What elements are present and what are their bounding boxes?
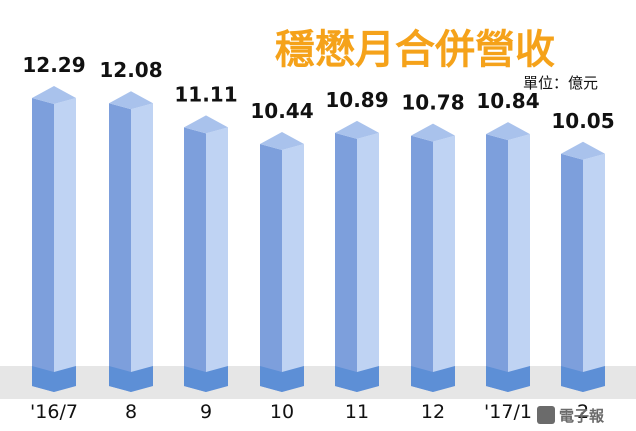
bar-side-face: [357, 132, 379, 392]
bar-top-cap: [561, 141, 605, 160]
value-label: 10.78: [401, 91, 464, 115]
value-label: 10.05: [551, 109, 614, 133]
value-label: 10.44: [250, 99, 313, 123]
bar-front-face: [260, 144, 282, 392]
bar: [260, 132, 304, 392]
bar: [561, 141, 605, 392]
bar-top-cap: [486, 122, 530, 141]
bar-front-face: [561, 153, 583, 392]
bar-base: [411, 366, 455, 392]
bar-side-face: [206, 127, 228, 393]
value-label: 11.11: [174, 82, 237, 106]
x-tick-label: 11: [345, 401, 369, 423]
bar-top-cap: [32, 86, 76, 104]
bar-base: [32, 366, 76, 392]
value-label: 10.89: [325, 88, 388, 112]
watermark-text: 電子報: [559, 407, 605, 425]
bar-top-cap: [335, 120, 379, 139]
bar-front-face: [486, 134, 508, 392]
bar-front-face: [411, 135, 433, 392]
bar-top-cap: [109, 91, 153, 110]
value-label: 12.08: [99, 58, 162, 82]
bar-side-face: [583, 153, 605, 392]
bar-top-cap: [411, 123, 455, 142]
bar: [411, 123, 455, 392]
bar: [335, 120, 379, 392]
value-label: 10.84: [476, 89, 539, 113]
bar-side-face: [508, 134, 530, 392]
bar-front-face: [184, 127, 206, 393]
bar-side-face: [433, 135, 455, 392]
x-tick-label: '16/7: [30, 401, 78, 423]
bar-base: [184, 366, 228, 392]
bars-group: [32, 86, 605, 393]
bar-side-face: [54, 98, 76, 392]
bar-base: [335, 366, 379, 392]
bar: [184, 115, 228, 393]
bar-front-face: [109, 103, 131, 392]
bar-base: [260, 366, 304, 392]
watermark: 電子報: [537, 406, 605, 425]
bar-top-cap: [184, 115, 228, 134]
x-tick-label: 10: [270, 401, 294, 423]
bar: [109, 91, 153, 392]
bar-side-face: [282, 144, 304, 392]
bar-base: [486, 366, 530, 392]
chart-base-band: [0, 366, 636, 399]
x-tick-label: 8: [125, 401, 137, 423]
unit-label: 單位：億元: [523, 74, 598, 92]
bar-top-cap: [260, 132, 304, 151]
value-labels-group: 12.29 12.08 11.11 10.44 10.89 10.78 10.84 10.05: [22, 53, 614, 133]
bar-base: [561, 366, 605, 392]
bar-front-face: [335, 132, 357, 392]
bar-front-face: [32, 98, 54, 392]
chart-title: 穩懋月合併營收: [275, 27, 555, 73]
x-tick-label: 9: [200, 401, 212, 423]
newspaper-logo-icon: [537, 406, 555, 424]
bar-base: [109, 366, 153, 392]
bar-side-face: [131, 103, 153, 392]
x-tick-label: 12: [421, 401, 445, 423]
bar: [32, 86, 76, 392]
x-tick-label: '17/1: [484, 401, 532, 423]
x-tick-label: 2: [577, 401, 589, 423]
bar: [486, 122, 530, 392]
value-label: 12.29: [22, 53, 85, 77]
x-tick-labels-group: '16/7 8 9 10 11 12 '17/1 2: [30, 401, 589, 423]
